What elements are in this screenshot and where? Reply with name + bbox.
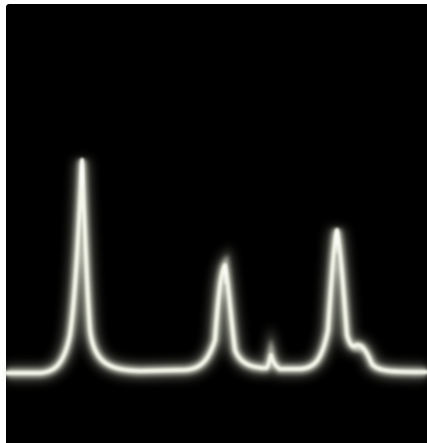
peak-3-highlight	[335, 230, 339, 254]
peak-2-highlight	[223, 265, 227, 285]
trace-line	[4, 158, 427, 375]
peak-highlights	[80, 161, 364, 352]
peak-1-highlight	[80, 161, 84, 189]
shoulder-highlight	[352, 344, 364, 352]
